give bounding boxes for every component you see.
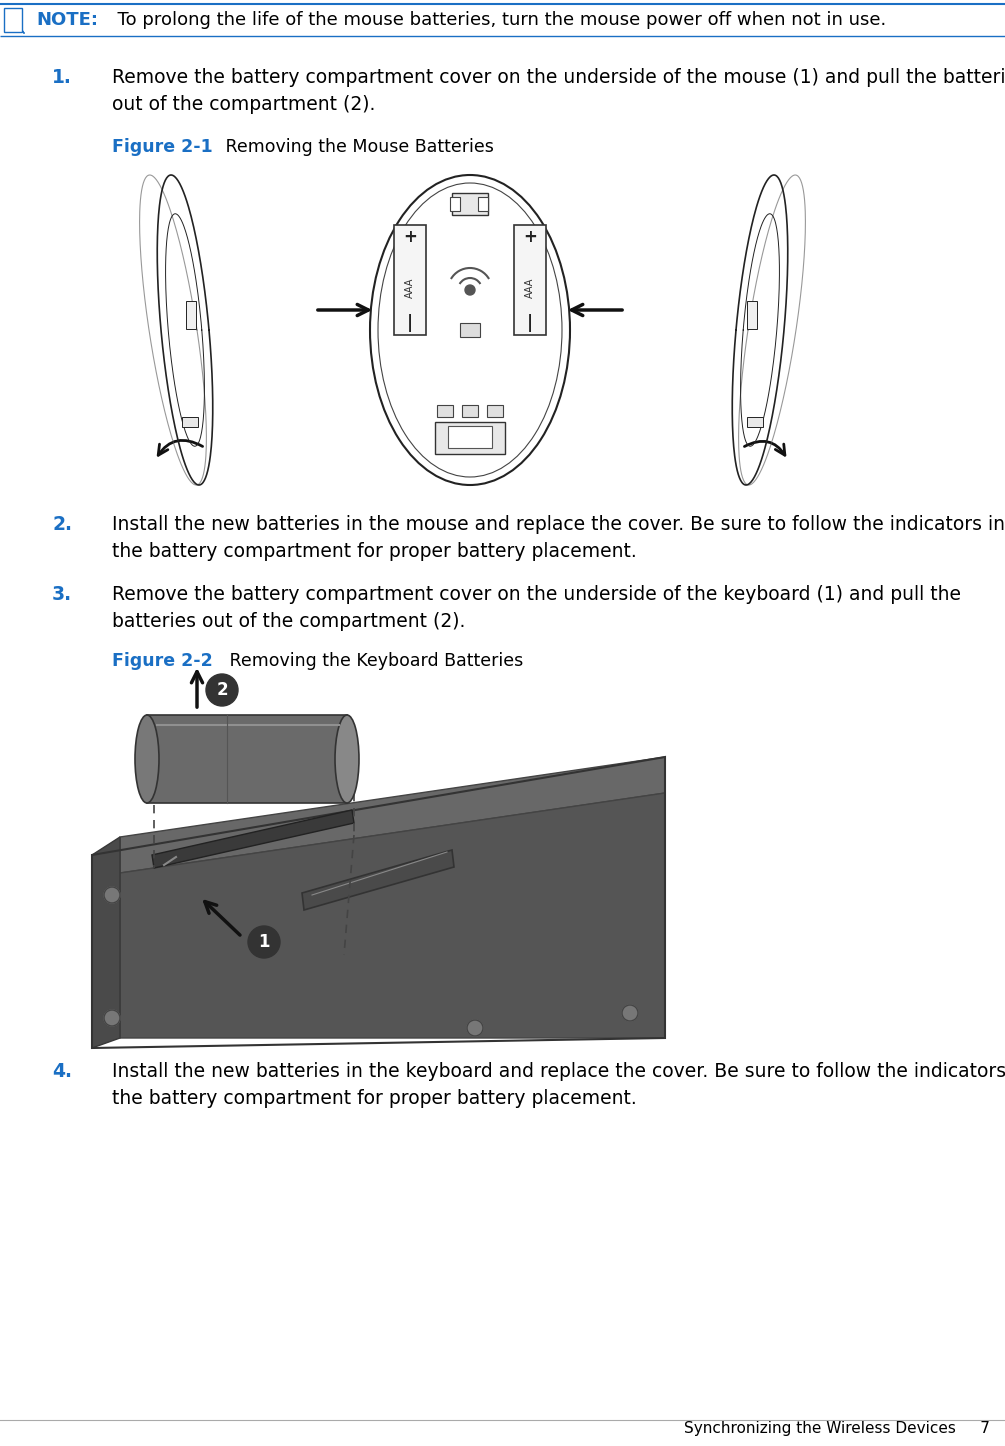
Bar	[747, 416, 763, 427]
Bar	[186, 301, 196, 328]
Text: Figure 2-2: Figure 2-2	[112, 652, 213, 669]
Ellipse shape	[370, 175, 570, 484]
Bar	[460, 322, 480, 337]
Polygon shape	[152, 810, 354, 868]
Text: AAA: AAA	[525, 278, 535, 298]
Text: Install the new batteries in the mouse and replace the cover. Be sure to follow : Install the new batteries in the mouse a…	[112, 515, 1005, 561]
Text: |: |	[527, 314, 533, 333]
Text: 3.: 3.	[52, 586, 72, 604]
Bar	[487, 405, 502, 416]
Text: +: +	[523, 228, 537, 246]
Bar	[747, 301, 757, 328]
Text: 1.: 1.	[52, 68, 72, 87]
Text: Remove the battery compartment cover on the underside of the keyboard (1) and pu: Remove the battery compartment cover on …	[112, 586, 961, 632]
Circle shape	[467, 1019, 483, 1035]
Polygon shape	[120, 792, 665, 1038]
Circle shape	[206, 674, 238, 706]
Bar	[514, 226, 546, 335]
Circle shape	[248, 925, 280, 959]
Circle shape	[465, 285, 475, 295]
Text: 2: 2	[216, 681, 228, 698]
Circle shape	[104, 886, 120, 902]
Text: Install the new batteries in the keyboard and replace the cover. Be sure to foll: Install the new batteries in the keyboar…	[112, 1061, 1005, 1108]
Polygon shape	[120, 758, 665, 873]
FancyBboxPatch shape	[147, 714, 347, 803]
Bar	[448, 427, 492, 448]
Ellipse shape	[335, 714, 359, 803]
Bar	[462, 405, 478, 416]
Text: Removing the Mouse Batteries: Removing the Mouse Batteries	[220, 137, 493, 156]
Circle shape	[622, 1005, 638, 1021]
Text: 2.: 2.	[52, 515, 72, 534]
Text: AAA: AAA	[405, 278, 415, 298]
Bar	[478, 197, 488, 211]
Text: To prolong the life of the mouse batteries, turn the mouse power off when not in: To prolong the life of the mouse batteri…	[106, 12, 886, 29]
Bar	[394, 226, 426, 335]
Bar	[182, 416, 198, 427]
Bar	[4, 9, 22, 32]
Polygon shape	[92, 837, 120, 1048]
Text: Figure 2-1: Figure 2-1	[112, 137, 213, 156]
Ellipse shape	[135, 714, 159, 803]
Polygon shape	[302, 850, 454, 910]
Bar	[437, 405, 453, 416]
Text: Remove the battery compartment cover on the underside of the mouse (1) and pull : Remove the battery compartment cover on …	[112, 68, 1005, 114]
Text: Removing the Keyboard Batteries: Removing the Keyboard Batteries	[224, 652, 524, 669]
Bar	[452, 192, 488, 215]
Bar	[450, 197, 460, 211]
Text: 4.: 4.	[52, 1061, 72, 1082]
Circle shape	[104, 1009, 120, 1027]
Bar	[435, 422, 505, 454]
Text: +: +	[403, 228, 417, 246]
Text: NOTE:: NOTE:	[36, 12, 98, 29]
Ellipse shape	[378, 184, 562, 477]
Text: Synchronizing the Wireless Devices     7: Synchronizing the Wireless Devices 7	[684, 1421, 990, 1436]
Text: 1: 1	[258, 933, 269, 951]
Text: |: |	[407, 314, 413, 333]
